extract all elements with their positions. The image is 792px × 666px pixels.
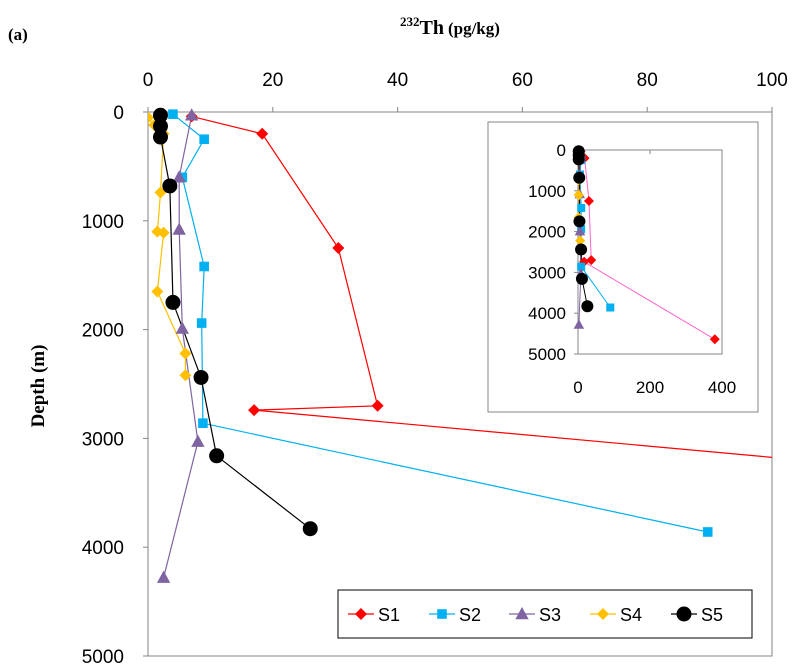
inset-data-point-s2 <box>577 262 586 271</box>
inset-data-point-s1 <box>709 334 720 345</box>
inset-data-point-s2 <box>577 203 586 212</box>
data-point-s5 <box>162 178 178 194</box>
inset-data-point-s1 <box>586 255 597 266</box>
data-point-s4 <box>179 369 192 382</box>
data-point-s3 <box>191 434 205 447</box>
data-point-s2 <box>168 109 178 119</box>
y-tick-label: 2000 <box>82 321 124 342</box>
y-tick-label: 0 <box>113 103 124 124</box>
legend-label-s1: S1 <box>378 605 400 625</box>
inset-data-point-s5 <box>575 243 588 256</box>
data-point-s3 <box>172 222 186 235</box>
data-point-s5 <box>152 107 168 123</box>
data-point-s5 <box>302 521 318 537</box>
inset-data-point-s3 <box>574 225 586 236</box>
y-axis-label: Depth (m) <box>28 345 49 428</box>
y-tick-label: 1000 <box>82 212 124 233</box>
inset-data-point-s5 <box>573 215 586 228</box>
inset-y-tick-label: 3000 <box>528 263 566 282</box>
data-point-s2 <box>198 418 208 428</box>
inset-data-point-s4 <box>573 190 584 201</box>
inset-data-point-s2 <box>606 303 615 312</box>
data-point-s4 <box>179 347 192 360</box>
data-point-s3 <box>156 570 171 583</box>
y-tick-label: 5000 <box>82 647 124 666</box>
series-line-s1 <box>191 115 772 458</box>
legend-label-s3: S3 <box>539 605 561 625</box>
data-point-s5 <box>193 369 209 385</box>
legend-label-s4: S4 <box>620 605 642 625</box>
legend-label-s2: S2 <box>459 605 481 625</box>
x-tick-label: 40 <box>387 70 408 91</box>
legend-marker-s3 <box>515 607 529 620</box>
x-tick-label: 100 <box>756 70 788 91</box>
legend: S1 S2 S3 S4 S5 <box>337 589 753 639</box>
inset-y-tick-label: 0 <box>557 141 566 160</box>
data-point-s5 <box>152 129 168 145</box>
main-series-group <box>148 107 772 583</box>
inset-data-point-s5 <box>575 272 588 285</box>
inset-y-tick-label: 5000 <box>528 345 566 364</box>
data-point-s2 <box>199 261 209 272</box>
inset-y-tick-label: 1000 <box>528 182 566 201</box>
y-tick-label: 4000 <box>82 538 124 559</box>
inset-data-point-s5 <box>581 300 594 313</box>
title-element: Th <box>420 17 444 39</box>
x-tick-label: 20 <box>262 70 283 91</box>
inset-x-tick-label: 400 <box>708 378 736 397</box>
data-point-s3 <box>185 108 199 121</box>
data-point-s2 <box>702 527 713 537</box>
data-point-s1 <box>256 127 269 140</box>
inset-data-point-s5 <box>573 171 586 184</box>
inset-data-point-s1 <box>583 196 594 206</box>
inset-x-tick-label: 200 <box>636 378 664 397</box>
data-point-s5 <box>152 118 168 134</box>
data-point-s4 <box>157 226 170 239</box>
inset-data-point-s4 <box>575 235 586 246</box>
inset-data-point-s5 <box>572 153 585 166</box>
data-point-s3 <box>175 321 189 334</box>
title-unit: (pg/kg) <box>448 19 500 38</box>
data-point-s1 <box>371 399 384 412</box>
x-tick-label: 80 <box>637 70 658 91</box>
inset-x-tick-label: 0 <box>573 378 582 397</box>
x-tick-label: 60 <box>512 70 533 91</box>
chart-title: 232Th (pg/kg) <box>400 14 500 39</box>
data-point-s1 <box>248 404 261 417</box>
inset-y-tick-label: 2000 <box>528 223 566 242</box>
data-point-s1 <box>332 242 345 254</box>
data-point-s4 <box>148 111 154 124</box>
legend-marker-s1 <box>355 608 367 620</box>
legend-marker-s2 <box>437 609 447 619</box>
data-point-s5 <box>165 294 181 310</box>
x-tick-label: 0 <box>143 70 154 91</box>
data-point-s5 <box>209 448 225 464</box>
series-line-s3 <box>163 115 199 578</box>
data-point-s4 <box>151 285 164 298</box>
legend-marker-s5 <box>676 606 692 622</box>
main-plot-frame <box>147 111 773 657</box>
panel-label: (a) <box>8 25 28 44</box>
inset-frame <box>487 121 759 413</box>
data-point-s3 <box>172 170 186 183</box>
legend-label-s5: S5 <box>701 605 723 625</box>
inset-y-tick-label: 4000 <box>528 304 566 323</box>
legend-marker-s4 <box>597 608 609 620</box>
data-point-s2 <box>196 318 207 328</box>
inset-data-point-s3 <box>573 319 585 329</box>
y-tick-label: 3000 <box>82 429 124 450</box>
data-point-s2 <box>199 134 209 144</box>
title-superscript: 232 <box>400 14 420 29</box>
